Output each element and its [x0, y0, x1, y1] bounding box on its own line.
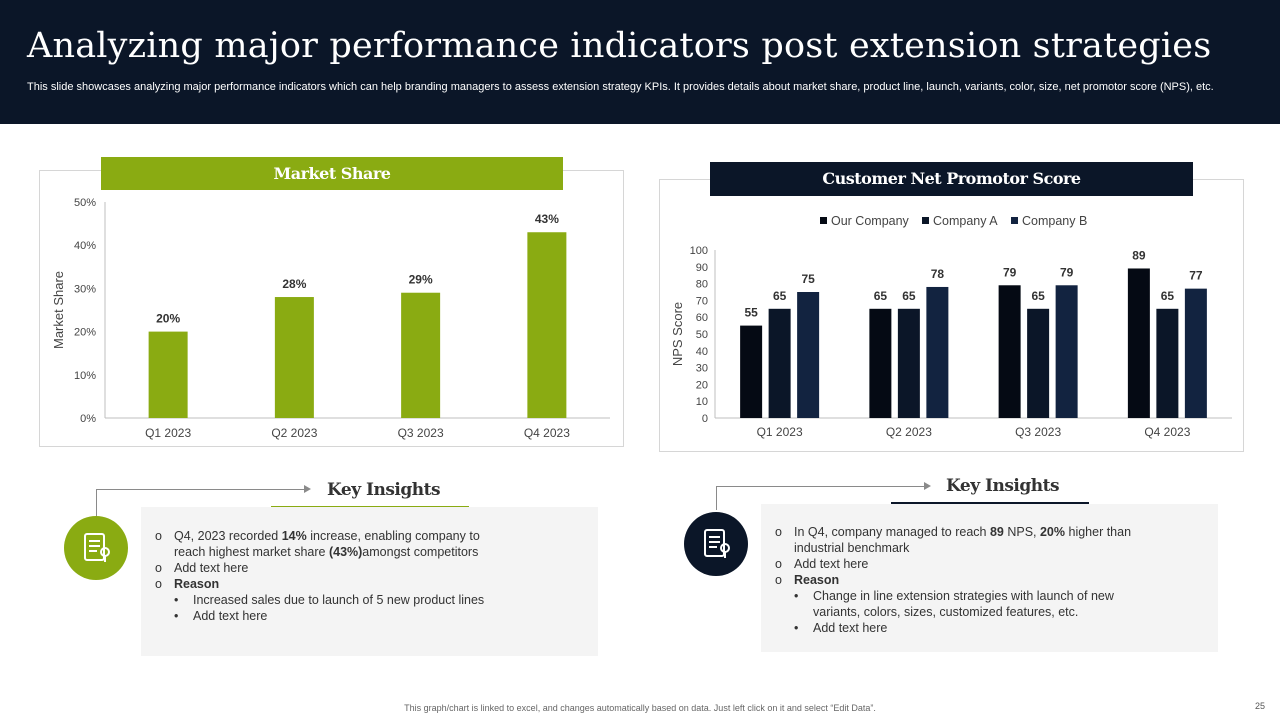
- insight-bullet: o Reason: [775, 573, 840, 587]
- document-list-icon: [84, 533, 110, 562]
- y-tick-label: 60: [696, 312, 708, 324]
- insight-sub-bullet: • Increased sales due to launch of 5 new…: [174, 593, 485, 607]
- legend-swatch: [922, 217, 929, 224]
- x-tick-label: Q3 2023: [1015, 425, 1061, 439]
- x-tick-label: Q1 2023: [145, 426, 191, 440]
- bar-our-company-q4-2023: [1127, 268, 1150, 418]
- insight-sub-bullet: • Add text here: [174, 609, 268, 623]
- data-label: 75: [801, 272, 815, 286]
- page-subtitle: This slide showcases analyzing major per…: [27, 81, 1214, 93]
- y-tick-label: 10%: [74, 370, 96, 382]
- legend-label: Our Company: [831, 214, 910, 228]
- data-label: 28%: [282, 277, 306, 291]
- insight-sub-bullet: • Add text here: [794, 621, 888, 635]
- bar-company-b-q2-2023: [926, 286, 949, 418]
- page-number: 25: [1254, 701, 1265, 711]
- insight-icon-circle-left: [64, 516, 128, 580]
- insight-bullet: o Add text here: [775, 557, 869, 571]
- insight-bullet: o In Q4, company managed to reach 89 NPS…: [775, 525, 1132, 555]
- market-share-chart: 0% 10% 20% 30% 40% 50% Market Share 20% Q1 2023 2…: [51, 197, 610, 440]
- nps-title: Customer Net Promotor Score: [710, 162, 1193, 196]
- data-label: 43%: [535, 212, 559, 226]
- y-tick-label: 40: [696, 346, 708, 358]
- data-label: 29%: [409, 273, 433, 287]
- data-label: 77: [1189, 269, 1203, 283]
- x-tick-label: Q4 2023: [1144, 425, 1190, 439]
- data-label: 55: [744, 306, 758, 320]
- bar-q2-2023: [274, 297, 314, 418]
- data-label: 89: [1132, 248, 1146, 262]
- insight-icon-circle-right: [684, 512, 748, 576]
- insights-box-right: o In Q4, company managed to reach 89 NPS…: [761, 504, 1218, 652]
- bar-company-b-q4-2023: [1184, 288, 1207, 418]
- insight-connector-right: [716, 486, 926, 510]
- footer-note: This graph/chart is linked to excel, and…: [404, 703, 876, 713]
- y-tick-label: 50%: [74, 197, 96, 209]
- x-tick-label: Q3 2023: [398, 426, 444, 440]
- y-tick-label: 40%: [74, 240, 96, 252]
- bar-company-a-q1-2023: [768, 308, 791, 418]
- legend-label: Company B: [1022, 214, 1087, 228]
- bar-q4-2023: [527, 232, 567, 418]
- x-tick-label: Q4 2023: [524, 426, 570, 440]
- nps-chart-panel[interactable]: 0 10 20 30 40 50 60 70 80 90 100 NPS Score Our Compa…: [659, 179, 1244, 452]
- y-tick-label: 0: [702, 413, 708, 425]
- insight-bullet: o Reason: [155, 577, 220, 591]
- data-label: 65: [874, 289, 888, 303]
- bar-our-company-q1-2023: [740, 325, 763, 418]
- y-tick-label: 30: [696, 363, 708, 375]
- y-tick-label: 50: [696, 329, 708, 341]
- document-list-icon: [704, 529, 730, 558]
- data-label: 20%: [156, 312, 180, 326]
- x-tick-label: Q2 2023: [886, 425, 932, 439]
- page-title: Analyzing major performance indicators p…: [27, 26, 1212, 66]
- bar-q1-2023: [148, 331, 188, 418]
- bar-company-b-q3-2023: [1055, 285, 1078, 418]
- connector-arrowhead: [304, 485, 311, 493]
- market-share-chart-panel[interactable]: 0% 10% 20% 30% 40% 50% Market Share 20% Q1 2023 2…: [39, 170, 624, 447]
- data-label: 78: [931, 267, 945, 281]
- y-tick-label: 0%: [80, 413, 96, 425]
- insight-bullet: o Q4, 2023 recorded 14% increase, enabli…: [155, 529, 480, 559]
- y-tick-label: 10: [696, 396, 708, 408]
- bar-our-company-q2-2023: [869, 308, 892, 418]
- data-label: 65: [902, 289, 916, 303]
- bar-company-a-q4-2023: [1156, 308, 1179, 418]
- y-tick-label: 90: [696, 262, 708, 274]
- data-label: 65: [773, 289, 787, 303]
- legend-label: Company A: [933, 214, 998, 228]
- y-tick-label: 100: [690, 245, 708, 257]
- connector-arrowhead: [924, 482, 931, 490]
- data-label: 79: [1060, 265, 1074, 279]
- y-tick-label: 20%: [74, 327, 96, 339]
- nps-chart: 0 10 20 30 40 50 60 70 80 90 100 NPS Score Our Compa…: [670, 214, 1232, 439]
- y-tick-label: 80: [696, 279, 708, 291]
- bar-company-b-q1-2023: [797, 292, 820, 418]
- y-tick-label: 70: [696, 295, 708, 307]
- key-insights-heading-right: Key Insights: [946, 476, 1060, 496]
- legend-swatch: [820, 217, 827, 224]
- bar-company-a-q2-2023: [897, 308, 920, 418]
- x-tick-label: Q1 2023: [757, 425, 803, 439]
- header-bar: Analyzing major performance indicators p…: [0, 0, 1280, 124]
- data-label: 65: [1031, 289, 1045, 303]
- market-share-title: Market Share: [101, 157, 563, 190]
- insight-sub-bullet: • Change in line extension strategies wi…: [794, 589, 1114, 619]
- y-tick-label: 20: [696, 379, 708, 391]
- heading-underline-right: [891, 502, 1089, 505]
- bar-our-company-q3-2023: [998, 285, 1021, 418]
- data-label: 79: [1003, 265, 1017, 279]
- insight-connector-left: [96, 489, 306, 517]
- insights-box-left: o Q4, 2023 recorded 14% increase, enabli…: [141, 507, 598, 656]
- x-tick-label: Q2 2023: [271, 426, 317, 440]
- insight-bullet: o Add text here: [155, 561, 249, 575]
- data-label: 65: [1161, 289, 1175, 303]
- bar-company-a-q3-2023: [1027, 308, 1050, 418]
- y-tick-label: 30%: [74, 283, 96, 295]
- bar-q3-2023: [401, 292, 441, 418]
- y-axis-title: Market Share: [51, 271, 66, 349]
- legend-swatch: [1011, 217, 1018, 224]
- y-axis-title: NPS Score: [670, 302, 685, 366]
- key-insights-heading-left: Key Insights: [327, 480, 441, 500]
